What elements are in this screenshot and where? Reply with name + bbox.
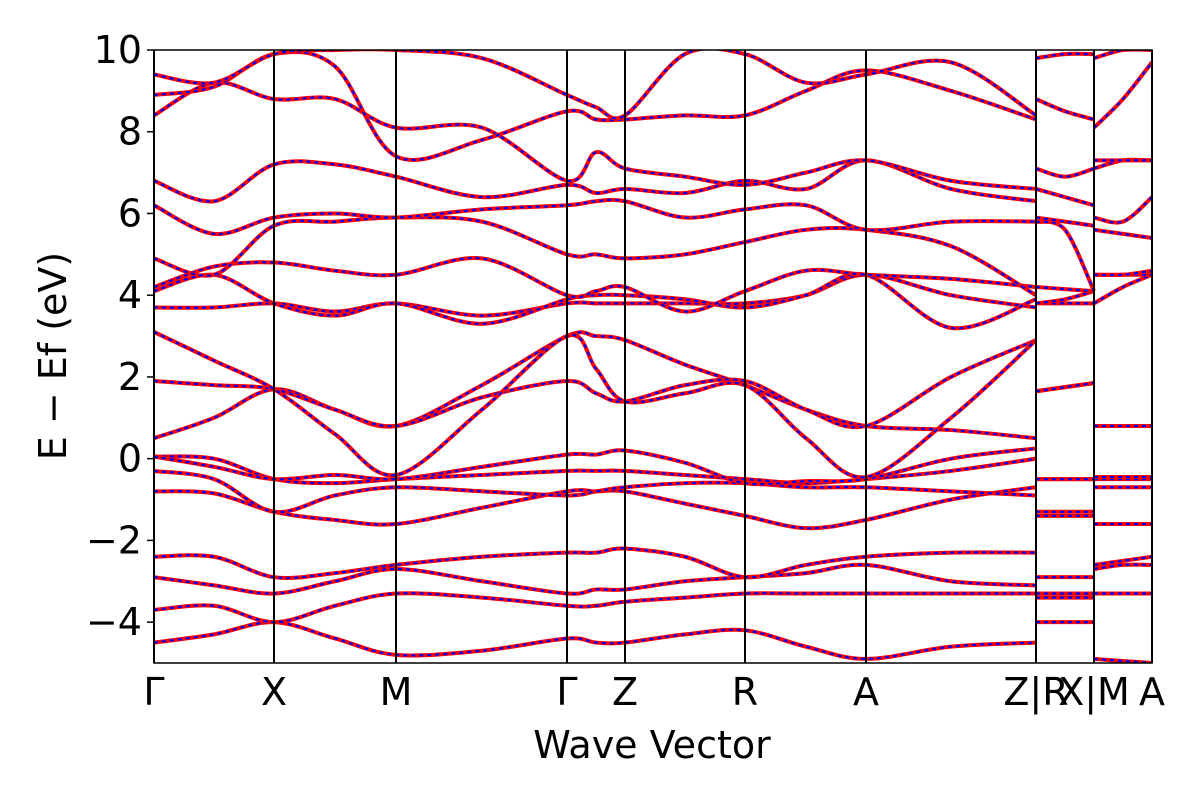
x-tick-label: X — [261, 670, 287, 714]
band-line-dashed — [154, 158, 1152, 207]
y-tick-label: 2 — [118, 355, 142, 399]
x-tick-label: R — [732, 670, 758, 714]
band-line — [154, 446, 1152, 487]
band-line-dashed — [154, 216, 1152, 297]
bands — [154, 50, 1152, 663]
x-tick-label: M — [380, 670, 413, 714]
band-line-dashed — [154, 81, 1152, 191]
band-line — [154, 562, 1152, 596]
y-tick-label: 6 — [118, 191, 142, 235]
y-tick-label: −4 — [86, 600, 142, 644]
band-line-dashed — [154, 331, 1152, 440]
x-tick-label: Z|R — [1003, 670, 1068, 715]
x-tick-label: Γ — [143, 670, 164, 714]
band-line — [154, 157, 1152, 208]
y-tick-label: 8 — [118, 110, 142, 154]
band-line-dashed — [154, 256, 1152, 313]
y-tick-label: 4 — [118, 273, 142, 317]
y-tick-label: 0 — [118, 437, 142, 481]
x-tick-label: Z — [612, 670, 638, 714]
plot-frame — [153, 49, 1153, 664]
x-axis-label: Wave Vector — [533, 723, 771, 767]
x-tick-label: A — [853, 670, 879, 714]
band-line — [154, 330, 1152, 441]
band-line-dashed — [154, 196, 1152, 236]
band-line — [154, 50, 1152, 162]
band-line-dashed — [154, 273, 1152, 317]
band-line — [154, 591, 1152, 625]
y-tick-label: −2 — [86, 518, 142, 562]
band-line — [154, 195, 1152, 236]
band-line-dashed — [154, 330, 1152, 479]
x-tick-label: A — [1139, 670, 1165, 714]
x-tick-label: X|M — [1058, 670, 1130, 715]
band-line-dashed — [154, 469, 1152, 514]
y-tick-label: 10 — [94, 28, 142, 72]
band-line-dashed — [154, 592, 1152, 624]
x-tick-label: Γ — [556, 670, 577, 714]
band-line-dashed — [154, 563, 1152, 595]
y-axis-label: E − Ef (eV) — [31, 252, 75, 461]
